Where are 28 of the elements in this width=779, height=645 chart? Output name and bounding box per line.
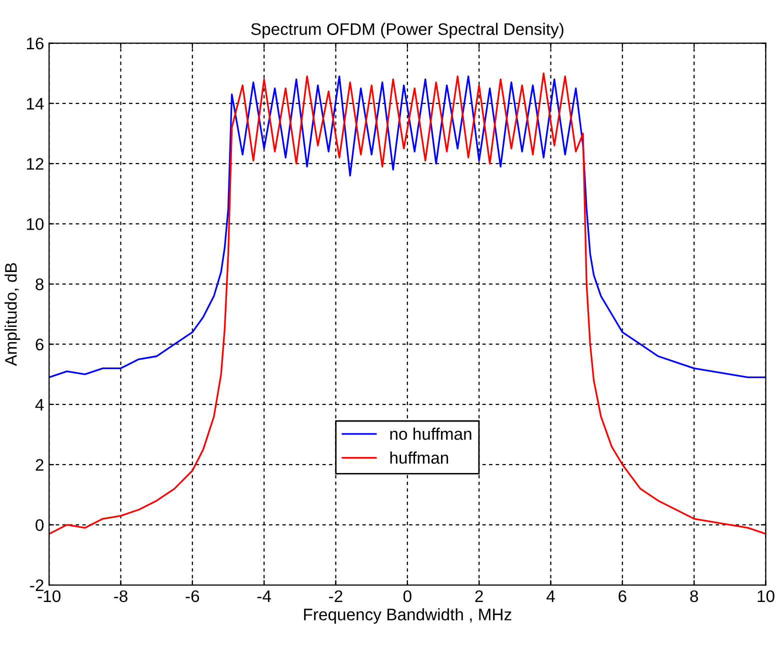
chart-title: Spectrum OFDM (Power Spectral Density): [251, 22, 564, 38]
x-tick-label: 8: [690, 590, 698, 602]
legend-label: huffman: [390, 452, 448, 464]
y-tick-label: 2: [36, 459, 44, 471]
y-tick-label: 6: [36, 338, 44, 350]
y-tick-label: -2: [30, 579, 44, 592]
x-tick-label: -8: [114, 590, 128, 602]
x-tick-label: -10: [38, 590, 60, 602]
line-series: [49, 72, 766, 535]
y-tick-label: 14: [26, 98, 44, 110]
legend-label: no huffman: [390, 428, 472, 440]
y-axis-title: Amplitudo, dB: [4, 263, 20, 366]
line-series: [49, 75, 766, 378]
x-axis-title: Frequency Bandwidth , MHz: [304, 608, 512, 624]
y-tick-label: 10: [26, 218, 44, 230]
y-tick-label: 8: [36, 278, 44, 290]
y-tick-label: 16: [26, 38, 44, 50]
x-tick-label: -6: [186, 590, 200, 602]
x-tick-label: 6: [618, 590, 626, 602]
x-tick-label: -4: [257, 590, 272, 602]
x-tick-label: 0: [403, 590, 412, 602]
x-tick-label: 2: [475, 590, 483, 602]
y-tick-label: 4: [35, 398, 44, 410]
y-tick-label: 0: [36, 519, 44, 532]
x-tick-label: 4: [546, 590, 555, 602]
x-tick-label: 10: [758, 590, 774, 602]
x-tick-label: -2: [329, 590, 342, 602]
y-tick-label: 12: [26, 158, 44, 170]
